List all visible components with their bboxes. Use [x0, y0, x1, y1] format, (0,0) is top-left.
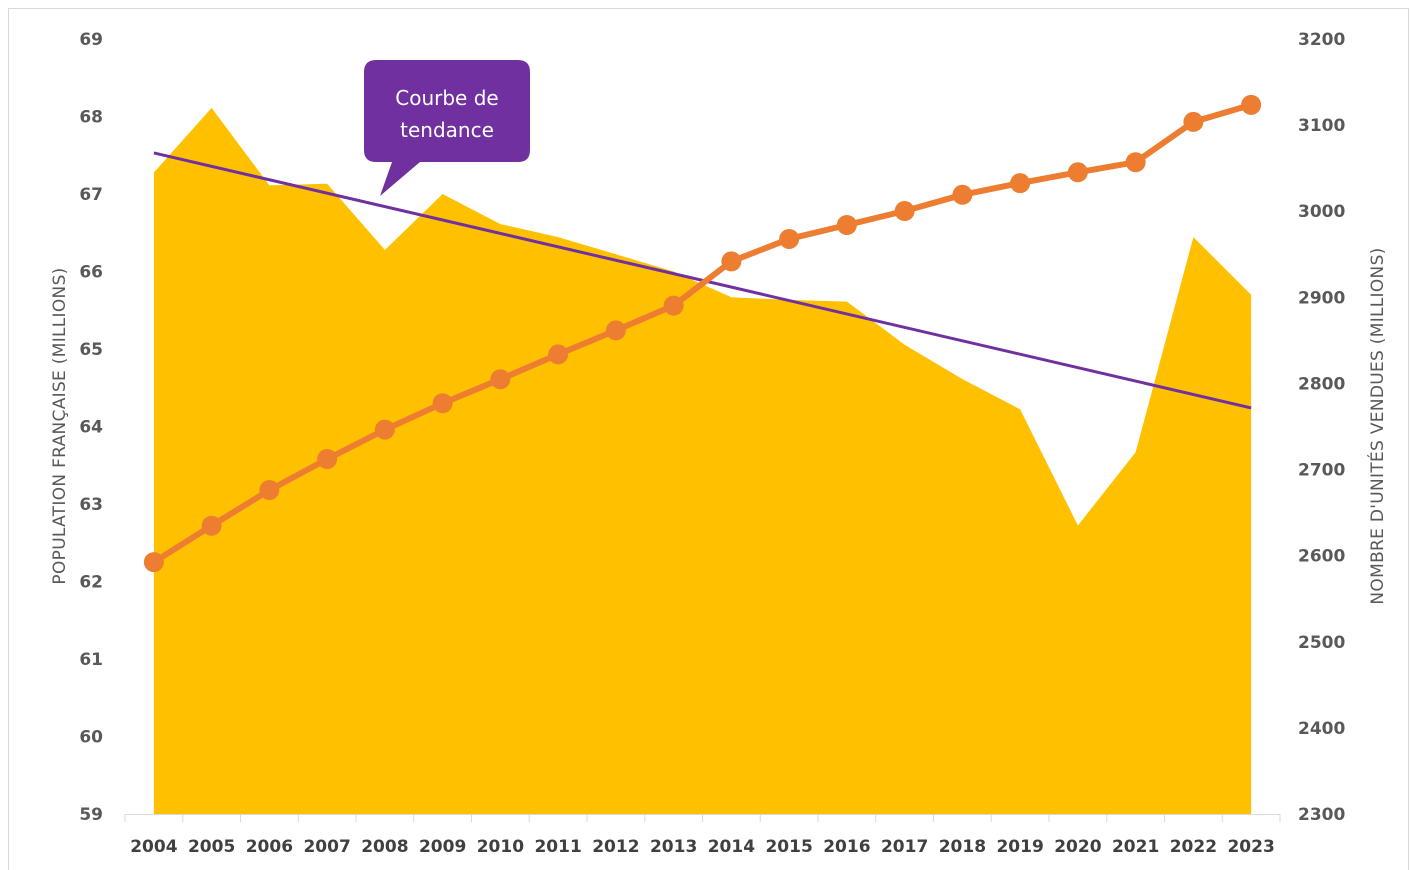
x-tick-label-2017: 2017 [881, 837, 928, 857]
left-tick-label-66: 66 [79, 263, 103, 283]
population-marker-2018 [952, 184, 973, 205]
population-marker-2005 [201, 515, 222, 536]
population-marker-2022 [1183, 111, 1204, 132]
population-marker-2004 [143, 552, 164, 573]
x-tick-label-2019: 2019 [996, 837, 1043, 857]
population-marker-2016 [836, 215, 857, 235]
x-tick-label-2016: 2016 [823, 837, 870, 857]
left-tick-label-62: 62 [79, 573, 103, 593]
x-tick-label-2021: 2021 [1112, 837, 1159, 857]
x-tick-label-2014: 2014 [708, 837, 755, 857]
right-tick-label-2700: 2700 [1298, 461, 1345, 481]
left-tick-label-67: 67 [79, 185, 103, 205]
population-marker-2009 [432, 393, 453, 414]
x-tick-label-2012: 2012 [592, 837, 639, 857]
x-tick-label-2005: 2005 [188, 837, 235, 857]
x-tick-label-2023: 2023 [1227, 837, 1274, 857]
left-tick-label-65: 65 [79, 340, 103, 360]
left-tick-label-59: 59 [79, 805, 103, 825]
population-marker-2012 [605, 320, 626, 341]
x-tick-label-2008: 2008 [361, 837, 408, 857]
callout-bubble [364, 60, 530, 196]
left-tick-label-63: 63 [79, 495, 103, 515]
population-marker-2017 [894, 201, 915, 222]
left-tick-label-60: 60 [79, 728, 103, 748]
x-tick-label-2020: 2020 [1054, 837, 1101, 857]
population-marker-2023 [1241, 94, 1262, 115]
left-axis-tick-labels: 59 60 61 62 63 64 65 66 67 68 69 [79, 30, 103, 825]
population-marker-2008 [374, 419, 395, 440]
x-tick-label-2010: 2010 [477, 837, 524, 857]
right-tick-label-2400: 2400 [1298, 719, 1345, 739]
right-tick-label-3200: 3200 [1298, 30, 1345, 50]
left-tick-label-69: 69 [79, 30, 103, 50]
population-marker-2010 [490, 369, 511, 390]
area-fill-units-sold [153, 107, 1252, 814]
callout-text-line2: tendance [400, 118, 494, 142]
population-marker-2020 [1067, 162, 1088, 183]
x-tick-label-2011: 2011 [534, 837, 581, 857]
right-tick-label-2900: 2900 [1298, 288, 1345, 308]
right-tick-label-2800: 2800 [1298, 374, 1345, 394]
right-axis-tick-labels: 2300 2400 2500 2600 2700 2800 2900 3000 3100 3200 [1298, 30, 1345, 825]
population-marker-2019 [1010, 173, 1031, 194]
population-marker-2006 [259, 480, 280, 501]
right-tick-label-2300: 2300 [1298, 805, 1345, 825]
left-axis-title: POPULATION FRANÇAISE (MILLIONS) [50, 267, 70, 584]
population-marker-2007 [317, 449, 338, 470]
x-tick-label-2004: 2004 [130, 837, 177, 857]
x-tick-label-2013: 2013 [650, 837, 697, 857]
callout-text-line1: Courbe de [395, 86, 498, 110]
population-marker-2015 [779, 228, 800, 249]
x-axis-tick-labels: 2004 2005 2006 2007 2008 2009 2010 2011 2012 2013… [130, 837, 1275, 857]
right-tick-label-3000: 3000 [1298, 202, 1345, 222]
population-marker-2014 [721, 251, 742, 272]
x-tick-label-2006: 2006 [246, 837, 293, 857]
population-marker-2011 [548, 344, 569, 365]
right-axis-title: NOMBRE D'UNITÉS VENDUES (MILLIONS) [1366, 247, 1388, 604]
x-tick-label-2007: 2007 [303, 837, 350, 857]
trendline-callout: Courbe de tendance [364, 60, 530, 196]
x-tick-label-2009: 2009 [419, 837, 466, 857]
x-tick-label-2015: 2015 [765, 837, 812, 857]
right-tick-label-3100: 3100 [1298, 116, 1345, 136]
left-tick-label-64: 64 [79, 418, 103, 438]
x-tick-label-2022: 2022 [1170, 837, 1217, 857]
left-tick-label-61: 61 [79, 650, 103, 670]
population-marker-2021 [1125, 152, 1146, 173]
right-tick-label-2600: 2600 [1298, 547, 1345, 567]
left-tick-label-68: 68 [79, 108, 103, 128]
chart-frame [8, 8, 1409, 870]
units-sold-area-series [153, 107, 1252, 814]
right-tick-label-2500: 2500 [1298, 633, 1345, 653]
x-tick-label-2018: 2018 [939, 837, 986, 857]
population-marker-2013 [663, 295, 684, 316]
population-line-series [143, 94, 1262, 573]
x-axis-ticks [124, 814, 1281, 822]
